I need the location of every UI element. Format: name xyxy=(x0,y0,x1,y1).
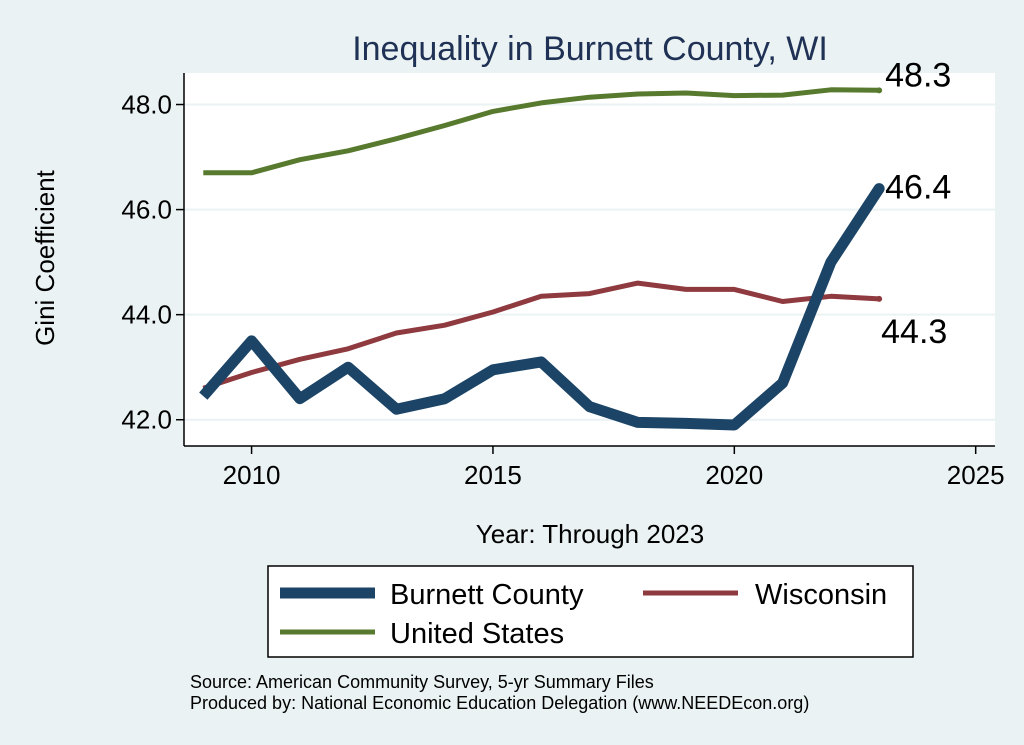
series-end-point-2 xyxy=(876,87,883,94)
y-tick-label: 48.0 xyxy=(121,90,172,120)
legend-box xyxy=(267,565,914,658)
legend-label-burnett: Burnett County xyxy=(390,579,584,611)
end-value-label: 48.3 xyxy=(885,56,951,94)
x-tick-label: 2020 xyxy=(705,460,763,490)
y-axis-label: Gini Coefficient xyxy=(30,169,60,346)
series-line-2 xyxy=(203,87,880,176)
legend-label-us: United States xyxy=(390,618,564,650)
series-end-point-1 xyxy=(876,295,883,302)
x-tick-label: 2015 xyxy=(464,460,522,490)
x-tick-label: 2010 xyxy=(223,460,281,490)
source-line-1: Source: American Community Survey, 5-yr … xyxy=(190,672,654,692)
series-end-point-0 xyxy=(873,183,885,195)
y-tick-label: 46.0 xyxy=(121,195,172,225)
series-line-1 xyxy=(202,280,880,391)
y-tick-label: 44.0 xyxy=(121,300,172,330)
source-line-2: Produced by: National Economic Education… xyxy=(190,693,809,713)
legend: Burnett County Wisconsin United States xyxy=(267,565,914,658)
end-value-label: 46.4 xyxy=(885,169,951,207)
chart-title: Inequality in Burnett County, WI xyxy=(352,30,828,68)
y-tick-label: 42.0 xyxy=(121,405,172,435)
x-tick-label: 2025 xyxy=(947,460,1005,490)
x-axis-label: Year: Through 2023 xyxy=(476,519,704,549)
legend-label-wisconsin: Wisconsin xyxy=(755,579,887,611)
end-value-label: 44.3 xyxy=(881,313,947,351)
series-line-0 xyxy=(199,185,884,431)
